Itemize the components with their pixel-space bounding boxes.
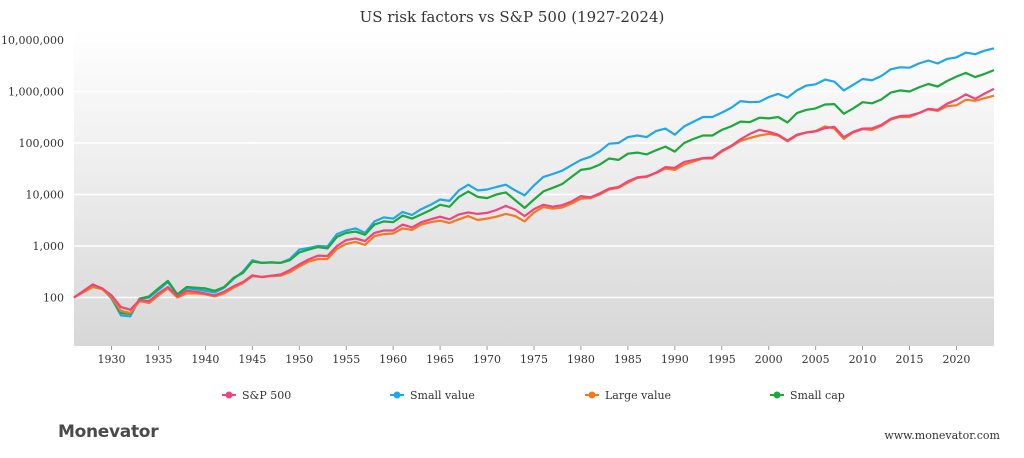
legend-label-small-value: Small value bbox=[410, 389, 475, 402]
x-tick-label: 1980 bbox=[567, 353, 595, 366]
x-tick-label: 1930 bbox=[98, 353, 126, 366]
x-tick-label: 1985 bbox=[614, 353, 642, 366]
chart-title: US risk factors vs S&P 500 (1927-2024) bbox=[359, 8, 665, 26]
series-line-large-value bbox=[73, 94, 995, 315]
x-tick-label: 2020 bbox=[942, 353, 970, 366]
x-axis: 1930 1935 1940 1945 1950 1955 1960 1965 1970 1975… bbox=[98, 346, 970, 366]
legend-marker-small-value bbox=[393, 391, 401, 399]
y-axis: 10,000,000 1,000,000 100,000 10,000 1,000 100 bbox=[1, 34, 64, 305]
plot-area bbox=[74, 30, 994, 346]
series-line-small-cap bbox=[73, 69, 995, 315]
y-tick-label: 100 bbox=[43, 292, 64, 305]
x-tick-label: 2010 bbox=[849, 353, 877, 366]
series-line-s-p-500 bbox=[73, 87, 995, 311]
x-tick-label: 1975 bbox=[520, 353, 548, 366]
x-tick-label: 1950 bbox=[285, 353, 313, 366]
legend-marker-large-value bbox=[588, 391, 596, 399]
brand-logo: Monevator bbox=[58, 422, 159, 442]
y-tick-label: 1,000 bbox=[33, 240, 65, 253]
source-url: www.monevator.com bbox=[884, 429, 1000, 442]
x-tick-label: 1935 bbox=[144, 353, 172, 366]
legend-label-s-p-500: S&P 500 bbox=[242, 389, 291, 402]
x-tick-label: 1995 bbox=[708, 353, 736, 366]
x-tick-label: 1970 bbox=[473, 353, 501, 366]
legend-label-large-value: Large value bbox=[605, 389, 671, 402]
y-tick-label: 10,000,000 bbox=[1, 34, 64, 47]
x-tick-label: 1955 bbox=[332, 353, 360, 366]
y-tick-label: 10,000 bbox=[26, 189, 65, 202]
series-lines bbox=[73, 47, 995, 318]
x-tick-label: 1990 bbox=[661, 353, 689, 366]
y-tick-label: 1,000,000 bbox=[8, 86, 64, 99]
grid-lines bbox=[74, 39, 994, 299]
x-tick-label: 2000 bbox=[755, 353, 783, 366]
legend: S&P 500 Small value Large value Small cap bbox=[222, 389, 845, 402]
x-tick-label: 2015 bbox=[896, 353, 924, 366]
legend-marker-s-p-500 bbox=[225, 391, 233, 399]
x-tick-label: 1960 bbox=[379, 353, 407, 366]
legend-marker-small-cap bbox=[773, 391, 781, 399]
x-tick-label: 1965 bbox=[426, 353, 454, 366]
x-tick-label: 1940 bbox=[191, 353, 219, 366]
x-tick-label: 2005 bbox=[802, 353, 830, 366]
x-tick-label: 1945 bbox=[238, 353, 266, 366]
legend-label-small-cap: Small cap bbox=[790, 389, 845, 402]
y-tick-label: 100,000 bbox=[19, 137, 65, 150]
